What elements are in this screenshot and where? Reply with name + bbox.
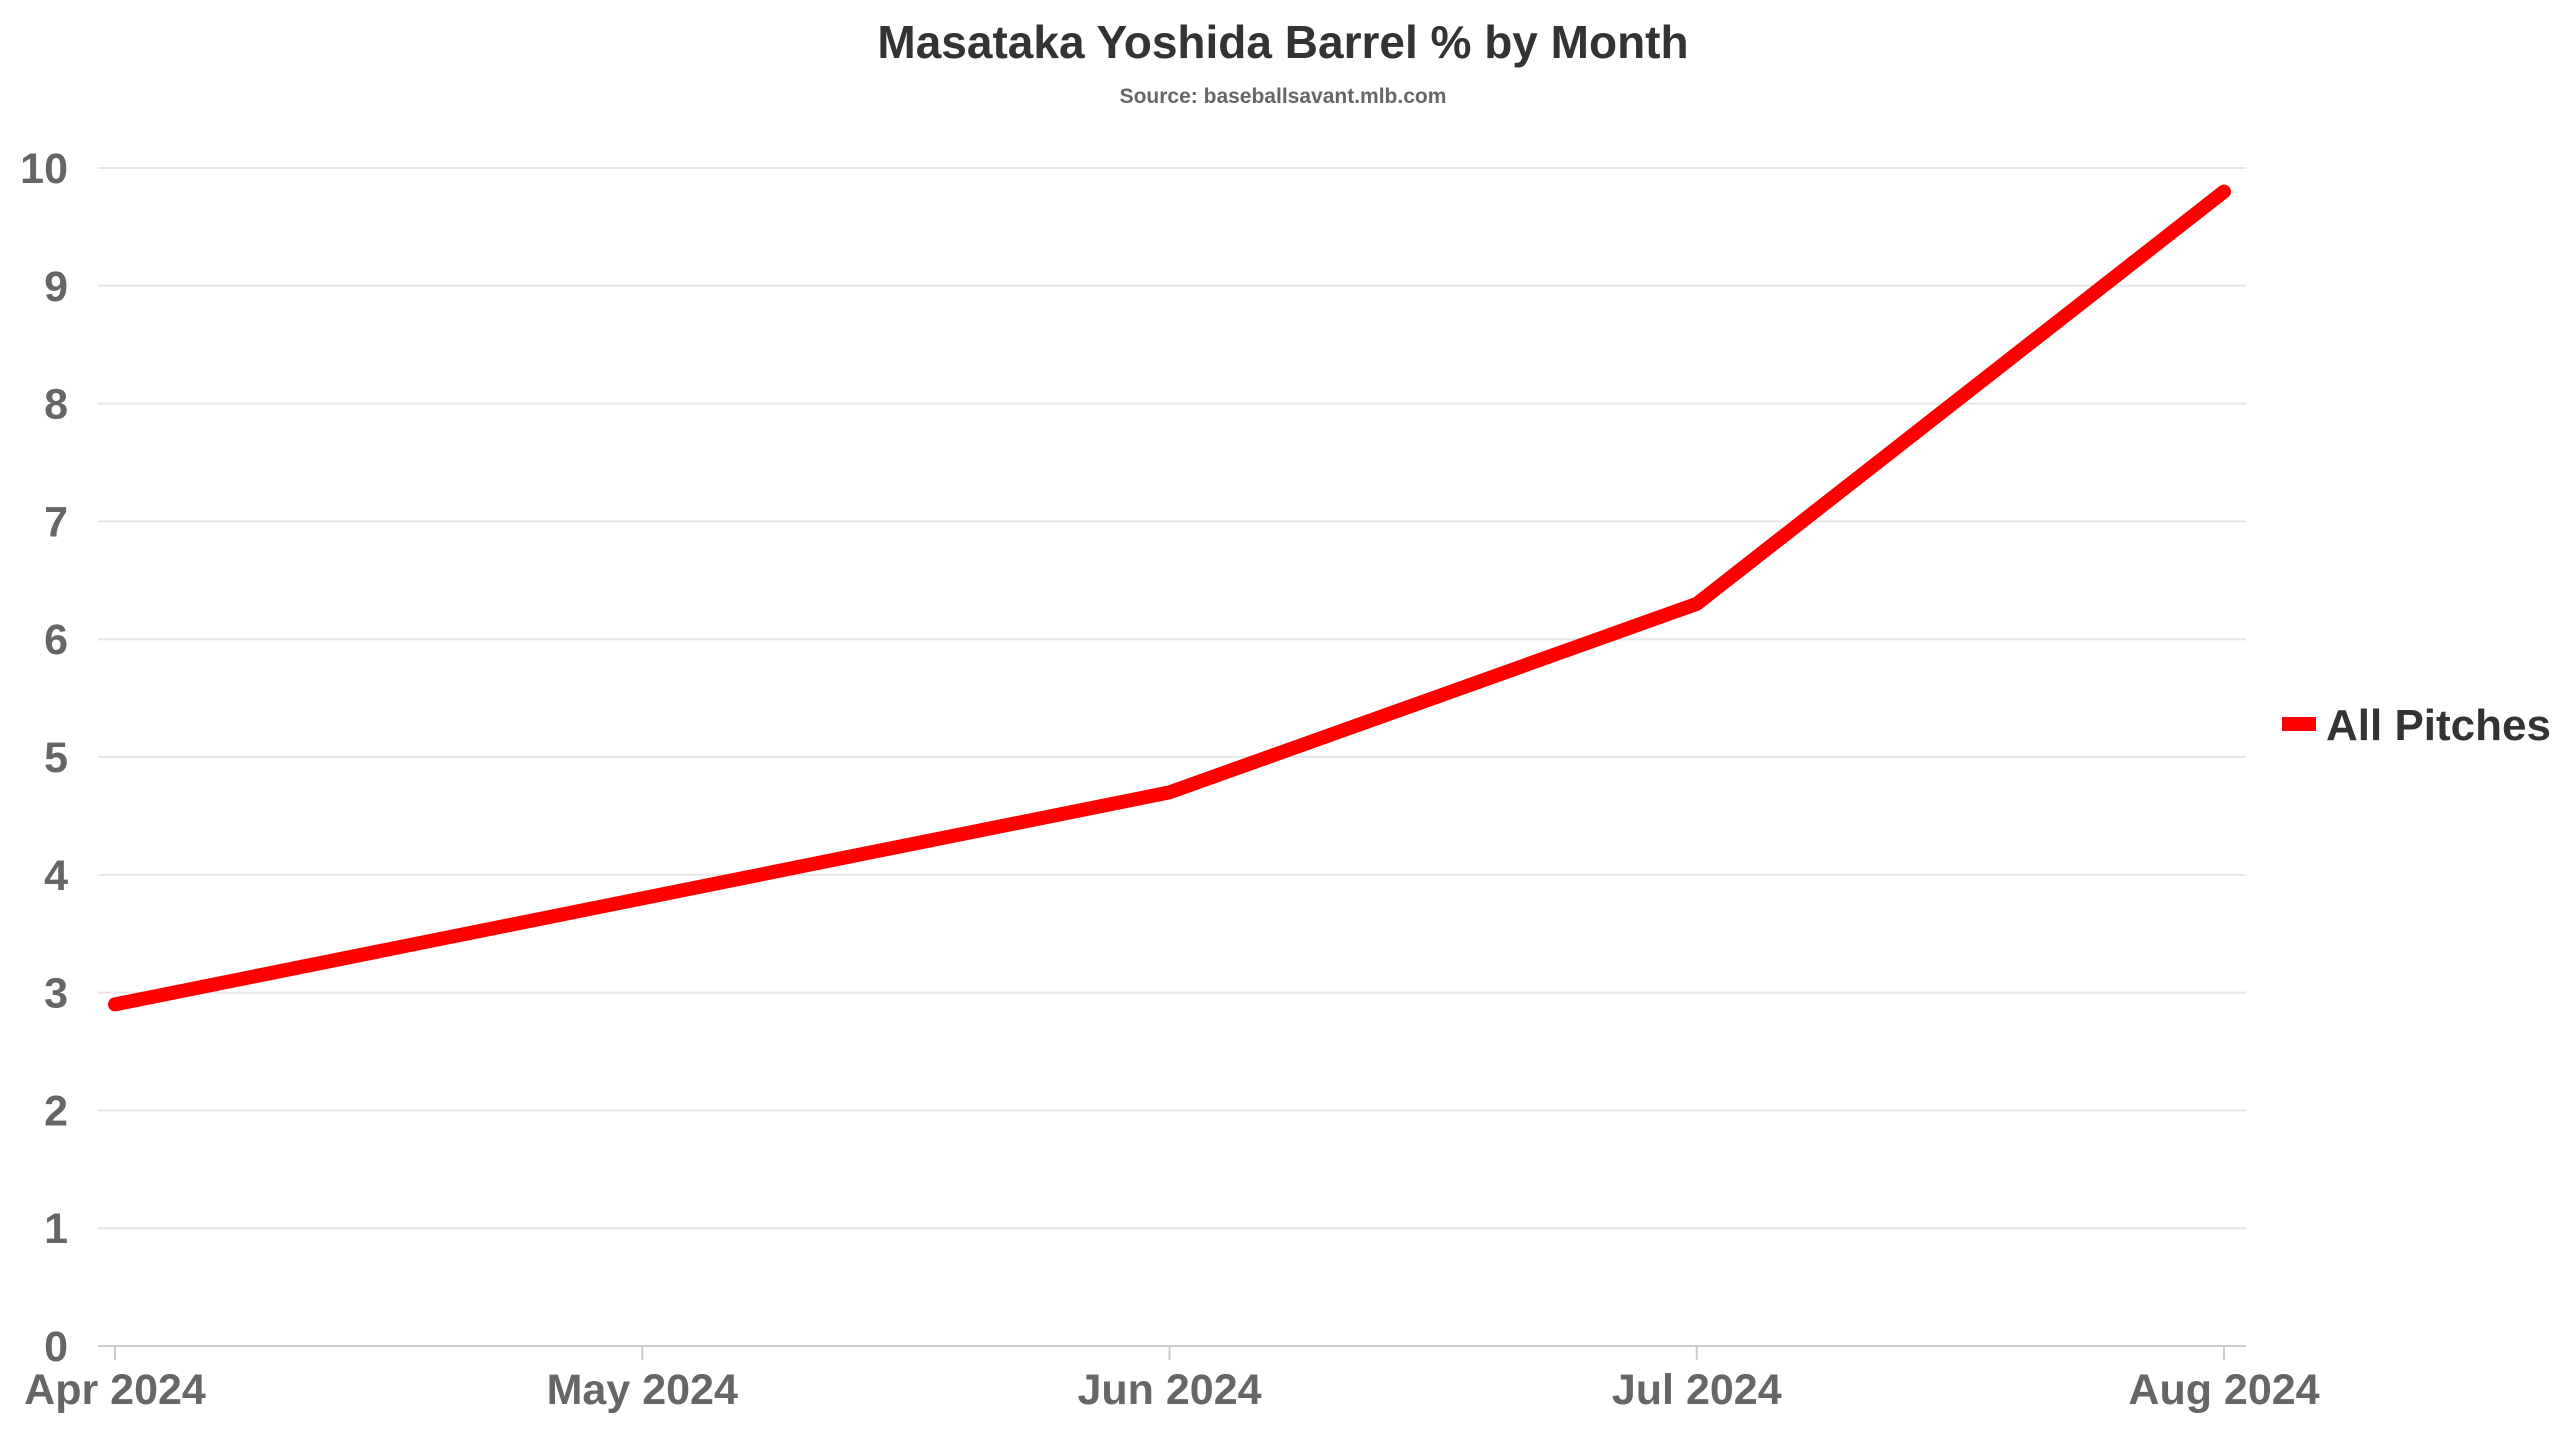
x-tick-label: Apr 2024 (24, 1366, 206, 1414)
y-tick-label: 4 (44, 852, 68, 900)
y-tick-label: 1 (44, 1205, 68, 1253)
legend-swatch-all-pitches (2282, 717, 2316, 731)
y-tick-label: 6 (44, 616, 68, 664)
y-tick-label: 10 (20, 145, 68, 193)
legend: All Pitches (2282, 701, 2551, 750)
x-tick-label: Jun 2024 (1077, 1366, 1261, 1414)
series-lines (108, 184, 2231, 1012)
y-tick-label: 7 (44, 498, 68, 546)
y-tick-label: 5 (44, 734, 68, 782)
x-tick-label: Aug 2024 (2128, 1366, 2319, 1414)
x-tick-label: May 2024 (547, 1366, 738, 1414)
chart-subtitle: Source: baseballsavant.mlb.com (1120, 85, 1447, 108)
axes: 0 1 2 3 4 5 6 7 8 9 10 Apr 2024 May 2024 Jun 2024 Jul … (20, 145, 2320, 1414)
y-tick-label: 3 (44, 970, 68, 1018)
y-tick-label: 9 (44, 263, 68, 311)
gridlines (98, 167, 2246, 1230)
series-line-all-pitches (108, 184, 2231, 1012)
x-tick-label: Jul 2024 (1612, 1366, 1782, 1414)
y-tick-label: 8 (44, 381, 68, 429)
legend-label-all-pitches: All Pitches (2326, 701, 2551, 750)
chart-title: Masataka Yoshida Barrel % by Month (877, 16, 1688, 68)
y-tick-label: 0 (44, 1323, 68, 1371)
y-tick-label: 2 (44, 1087, 68, 1135)
